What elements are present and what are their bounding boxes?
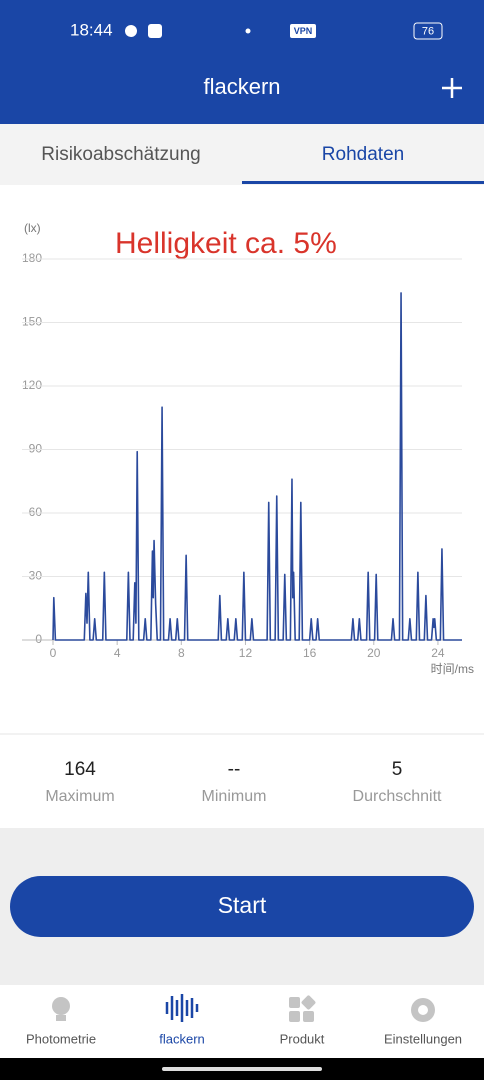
status-icons [125,22,443,40]
icon [245,28,251,34]
tab-indicator [242,181,484,184]
icon [125,25,137,37]
x-tick-label: 0 [50,646,57,660]
stat-label: Maximum [45,788,114,805]
x-tick-label: 24 [431,646,445,660]
chart: (lx) Helligkeit ca. 5% 时间/ms 03060901201… [22,221,474,676]
stat-value: 5 [392,759,403,780]
nav-labels: Photometrie flackern Produkt Einstellungen [26,1031,462,1046]
nav-icon[interactable] [303,1011,314,1022]
tab-active[interactable]: Rohdaten [322,144,404,165]
y-tick-label: 120 [22,378,42,392]
y-tick-label: 60 [29,505,43,519]
data-line [52,292,462,641]
stat-value: -- [228,759,241,780]
y-tick-label: 90 [29,442,43,456]
nav-icon[interactable] [52,997,70,1015]
header-title: flackern [203,74,280,99]
tab-bar [0,124,484,185]
vpn-badge [290,24,316,38]
stat-value: 164 [64,759,96,780]
stats: 164 Maximum -- Minimum 5 Durchschnitt [45,759,442,805]
home-indicator [162,1067,322,1071]
annotation: Helligkeit ca. 5% [115,227,337,260]
nav-icon[interactable] [289,1011,300,1022]
nav-label[interactable]: flackern [159,1031,205,1046]
battery-level: 76 [422,25,434,37]
icon [148,24,162,38]
nav-label[interactable]: Photometrie [26,1031,96,1046]
y-tick-label: 180 [22,251,42,265]
tab[interactable]: Risikoabschätzung [41,144,200,165]
y-unit: (lx) [24,221,41,235]
nav-label[interactable]: Einstellungen [384,1031,462,1046]
start-label[interactable]: Start [218,892,267,918]
y-tick-label: 150 [22,315,42,329]
start-button[interactable] [10,876,474,937]
x-axis-label: 时间/ms [431,662,474,676]
nav-label[interactable]: Produkt [280,1031,325,1046]
x-tick-label: 20 [367,646,381,660]
nav-icon[interactable] [289,997,300,1008]
y-tick-label: 0 [35,632,42,646]
bottom-nav [0,985,484,1058]
content [0,185,484,828]
nav-icon[interactable] [301,995,317,1011]
x-tick-label: 8 [178,646,185,660]
status-time: 18:44 [70,20,113,39]
add-button[interactable] [442,78,462,98]
nav-icon[interactable] [418,1005,428,1015]
app-bar [0,0,484,124]
stat-label: Durchschnitt [353,788,442,805]
nav-icon[interactable] [56,1015,66,1021]
nav-icons [52,994,435,1022]
battery [413,22,443,40]
nav-icon-active[interactable] [165,994,199,1022]
stat-label: Minimum [202,788,267,805]
y-tick-label: 30 [29,569,43,583]
x-tick-label: 4 [114,646,121,660]
vpn-text: VPN [294,26,313,36]
x-tick-label: 16 [303,646,317,660]
x-tick-label: 12 [239,646,253,660]
